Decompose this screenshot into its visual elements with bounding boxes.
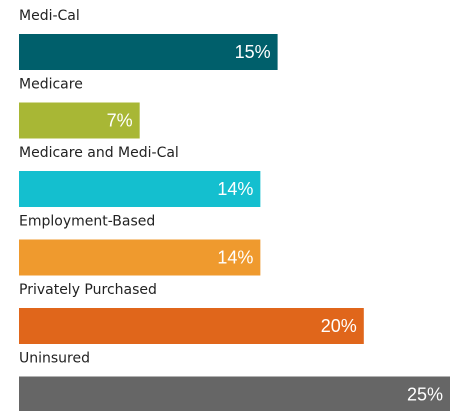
bar — [19, 102, 140, 139]
bar — [19, 171, 261, 207]
category-label: Employment-Based — [19, 214, 155, 230]
category-label: Medi-Cal — [19, 8, 80, 24]
value-label: 14% — [217, 247, 253, 267]
bar — [19, 34, 278, 70]
value-label: 20% — [321, 316, 357, 336]
category-label: Medicare and Medi-Cal — [19, 145, 179, 161]
value-label: 25% — [407, 384, 443, 404]
value-label: 15% — [235, 42, 271, 62]
category-label: Privately Purchased — [19, 282, 157, 298]
category-label: Uninsured — [19, 351, 90, 367]
bar — [19, 376, 450, 411]
bar — [19, 239, 261, 276]
bar — [19, 308, 364, 344]
value-label: 7% — [107, 110, 133, 130]
value-label: 14% — [217, 179, 253, 199]
category-label: Medicare — [19, 77, 83, 93]
